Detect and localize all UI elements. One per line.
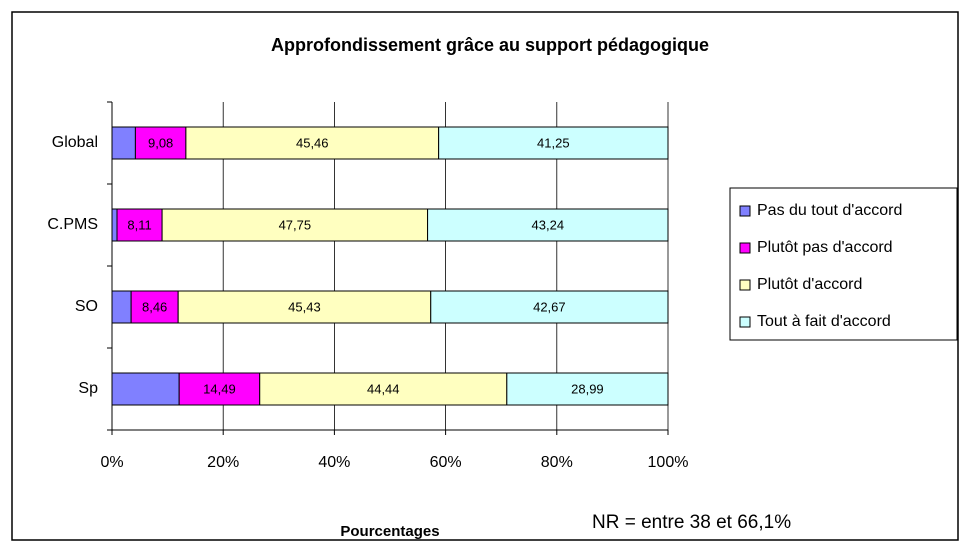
x-tick-label: 80% <box>541 454 573 471</box>
bar-segment <box>161 208 429 242</box>
bar-segment <box>427 208 669 242</box>
y-tick-label: Sp <box>78 380 98 397</box>
bar-segment <box>111 126 136 160</box>
legend-swatch <box>739 242 751 254</box>
legend-swatch <box>739 316 751 328</box>
data-label: 41,25 <box>537 135 570 150</box>
y-tick-label: SO <box>75 298 98 315</box>
legend-label: Plutôt pas d'accord <box>757 239 893 256</box>
data-label: 14,49 <box>203 381 236 396</box>
x-tick-label: 100% <box>648 454 689 471</box>
x-tick-label: 60% <box>430 454 462 471</box>
data-label: 8,11 <box>127 217 151 232</box>
data-label: 44,44 <box>367 381 400 396</box>
bar-segment <box>438 126 669 160</box>
bar-segment <box>111 372 180 406</box>
bar-segment <box>430 290 669 324</box>
bar-segment <box>130 290 179 324</box>
x-tick-label: 20% <box>207 454 239 471</box>
data-label: 42,67 <box>533 299 566 314</box>
data-label: 45,46 <box>296 135 329 150</box>
legend-label: Tout à fait d'accord <box>757 313 891 330</box>
legend-box <box>729 187 958 341</box>
bar-segment <box>259 372 508 406</box>
data-label: 28,99 <box>571 381 604 396</box>
x-tick-label: 0% <box>100 454 123 471</box>
legend-swatch <box>739 279 751 291</box>
x-axis-label: Pourcentages <box>340 523 439 540</box>
legend-label: Pas du tout d'accord <box>757 202 902 219</box>
legend-swatch <box>739 205 751 217</box>
x-tick-label: 40% <box>318 454 350 471</box>
data-label: 8,46 <box>142 299 167 314</box>
legend-label: Plutôt d'accord <box>757 276 862 293</box>
data-label: 45,43 <box>288 299 321 314</box>
bar-segment <box>134 126 187 160</box>
data-label: 43,24 <box>532 217 565 232</box>
note: NR = entre 38 et 66,1% <box>592 512 791 533</box>
bar-segment <box>111 208 118 242</box>
data-label: 47,75 <box>279 217 312 232</box>
y-tick-label: C.PMS <box>47 216 98 233</box>
bar-segment <box>185 126 440 160</box>
y-tick-label: Global <box>52 134 98 151</box>
bar-segment <box>111 290 132 324</box>
bar-segment <box>506 372 669 406</box>
chart-title: Approfondissement grâce au support pédag… <box>271 35 709 55</box>
data-label: 9,08 <box>148 135 173 150</box>
